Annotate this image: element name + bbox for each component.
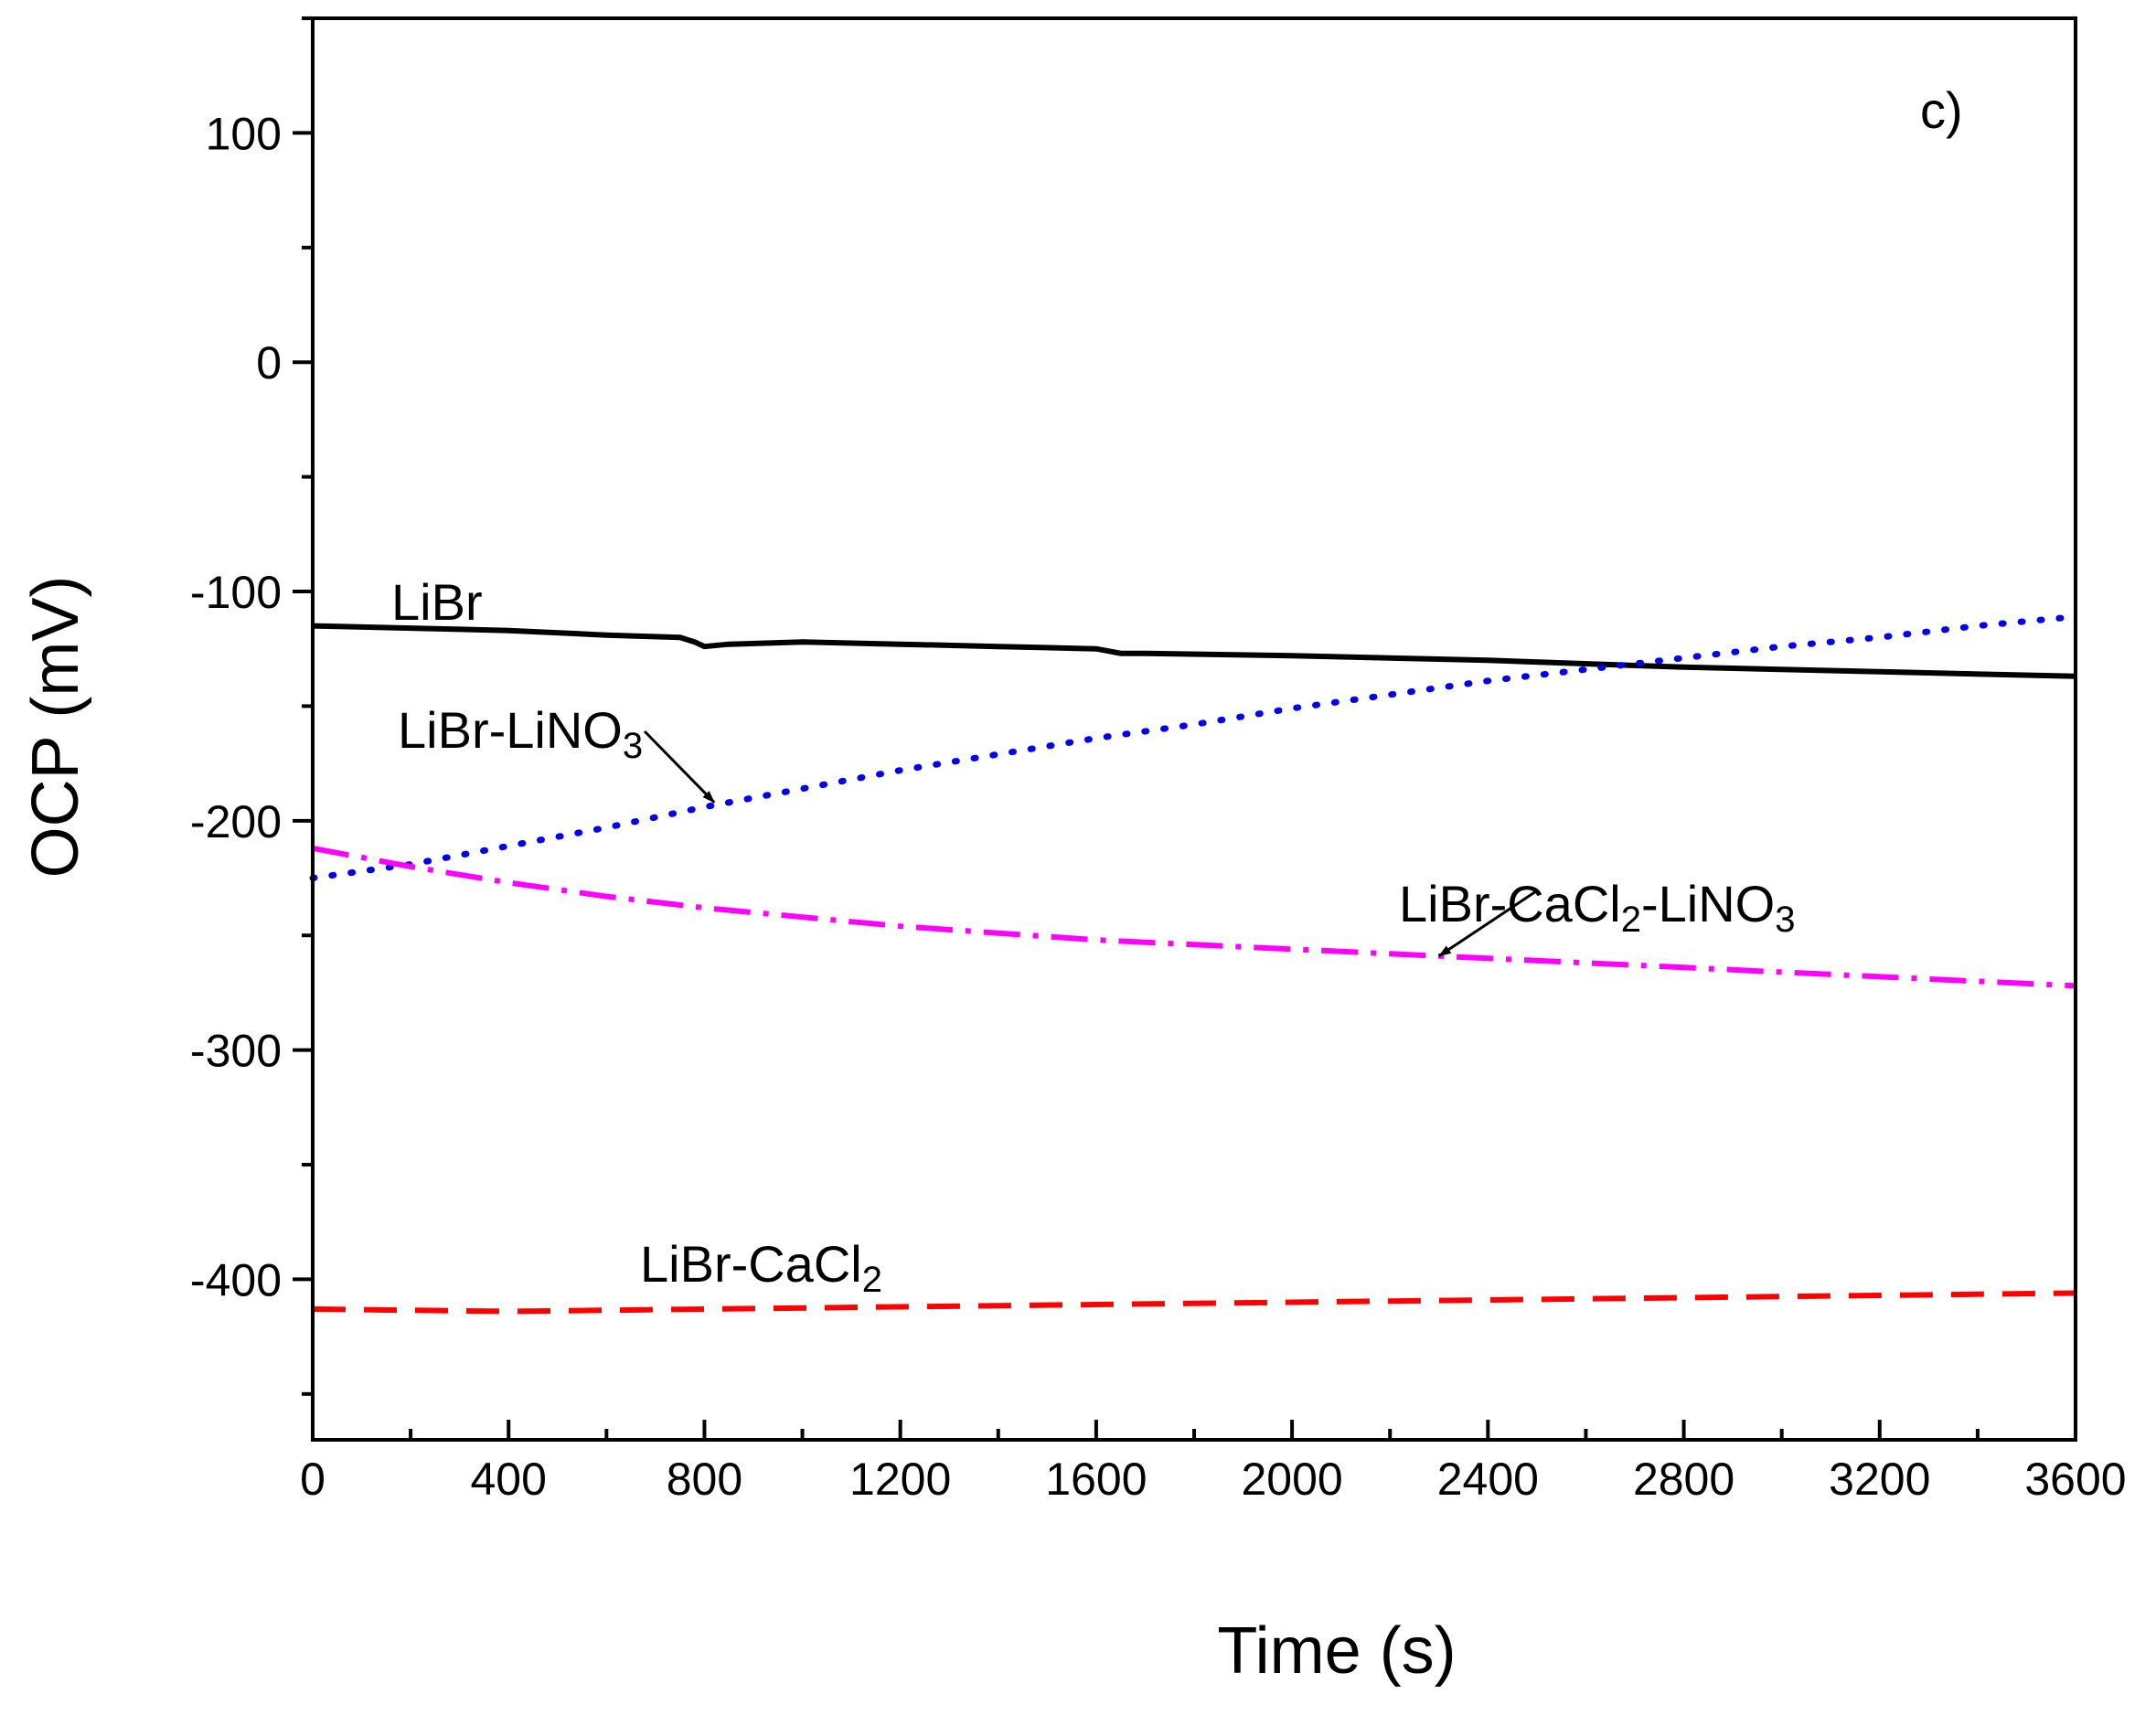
annotation-layer: LiBr LiBr-LiNO3 LiBr-CaCl2-LiNO3 LiBr-CaCl2 [391,573,1795,1300]
x-tick-label: 3600 [2024,1454,2126,1505]
y-axis-ticks: 100 0 -100 -200 -300 -400 [190,16,313,1396]
x-axis-ticks: 0 400 800 1200 1600 2000 2400 2800 3200 3600 [300,1420,2127,1505]
x-tick-label: 0 [300,1454,326,1505]
x-tick-label: 2800 [1633,1454,1734,1505]
annotation-arrow [1437,889,1537,958]
x-tick-label: 3200 [1829,1454,1930,1505]
series-line-libr [312,623,2076,679]
annotation-libr: LiBr [391,573,483,631]
x-tick-label: 2000 [1241,1454,1342,1505]
y-tick-label: 0 [256,337,282,389]
x-tick-label: 1200 [849,1454,951,1505]
y-tick-label: -300 [190,1026,282,1077]
y-tick-label: -400 [190,1254,282,1305]
annotation-arrow [643,730,716,804]
series-line-libr-cacl2-lino3 [312,845,2076,989]
annotation-libr-cacl2: LiBr-CaCl2 [640,1235,882,1300]
x-axis-title: Time (s) [1217,1614,1456,1688]
y-tick-label: -100 [190,567,282,618]
series-layer [309,613,2079,1315]
x-tick-label: 1600 [1045,1454,1147,1505]
y-tick-label: 100 [206,108,282,159]
x-tick-label: 400 [471,1454,547,1505]
y-axis-title: OCP (mV) [19,576,92,879]
panel-label: c) [1920,81,1963,139]
y-tick-label: -200 [190,796,282,847]
x-tick-label: 800 [667,1454,742,1505]
x-tick-label: 2400 [1437,1454,1539,1505]
annotation-libr-cacl2-lino3: LiBr-CaCl2-LiNO3 [1399,875,1795,940]
series-line-libr-cacl2 [312,1290,2076,1315]
annotation-libr-lino3: LiBr-LiNO3 [398,701,643,766]
